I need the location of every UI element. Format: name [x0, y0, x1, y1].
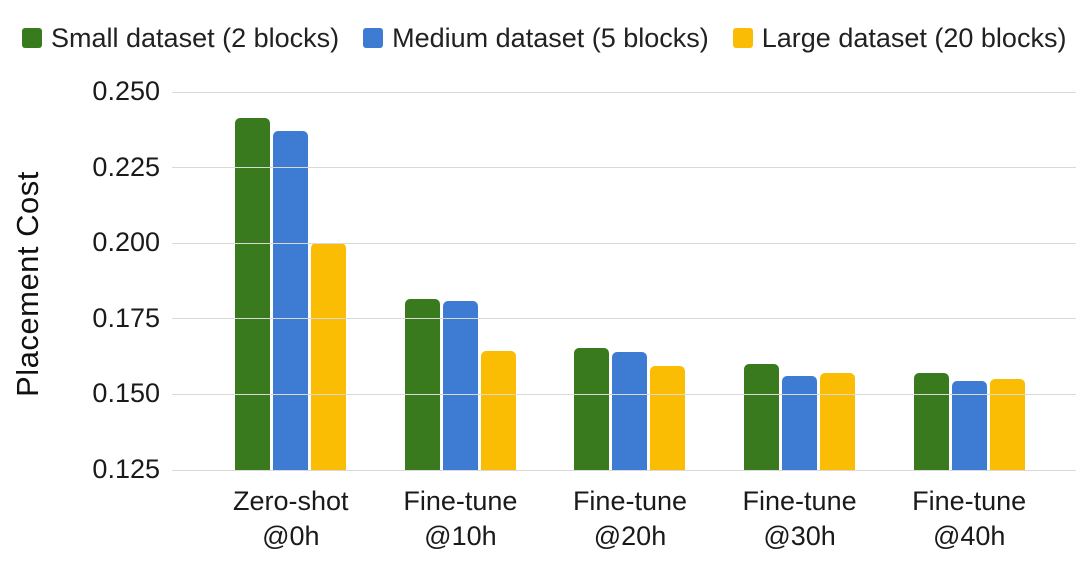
legend: Small dataset (2 blocks) Medium dataset …	[22, 22, 1066, 54]
bar	[273, 131, 309, 470]
bar	[650, 365, 686, 470]
bar	[442, 300, 478, 470]
legend-label: Large dataset (20 blocks)	[761, 23, 1067, 53]
bar-group: Fine-tune @30h	[715, 92, 885, 551]
bar	[612, 352, 648, 470]
legend-swatch-green-icon	[22, 28, 42, 48]
bar	[744, 364, 780, 470]
y-axis-tick-label: 0.175	[92, 302, 160, 333]
bar	[989, 379, 1025, 470]
bar	[820, 373, 856, 470]
y-axis-tick-label: 0.150	[92, 378, 160, 409]
bar-group: Fine-tune @20h	[545, 92, 715, 551]
bar	[404, 299, 440, 470]
x-axis-category-label: Fine-tune @20h	[572, 486, 688, 551]
gridline	[172, 393, 1076, 395]
legend-swatch-yellow-icon	[732, 28, 753, 48]
bar-group-bars	[376, 92, 546, 470]
y-axis-tick-label: 0.225	[92, 151, 160, 182]
bar	[480, 350, 516, 470]
bar-group: Zero-shot @0h	[206, 92, 376, 551]
legend-item-small-dataset: Small dataset (2 blocks)	[22, 22, 339, 54]
x-axis-category-label: Zero-shot @0h	[233, 486, 349, 551]
bar	[235, 117, 271, 470]
bar	[913, 373, 949, 470]
bar	[782, 376, 818, 470]
x-axis-category-label: Fine-tune @30h	[742, 486, 857, 551]
bar	[311, 243, 347, 470]
gridline	[172, 318, 1076, 320]
gridline	[172, 469, 1076, 471]
y-axis-title: Placement Cost	[10, 171, 45, 397]
y-axis-tick-label: 0.250	[92, 75, 160, 106]
legend-label: Small dataset (2 blocks)	[51, 23, 340, 53]
bar-group-bars	[206, 92, 376, 470]
bar-groups-container: Zero-shot @0h Fine-tune @10h Fine-tune @20h Fi…	[172, 92, 1076, 551]
gridline	[172, 242, 1076, 244]
x-axis-category-label: Fine-tune @40h	[912, 486, 1027, 551]
gridline	[172, 91, 1076, 93]
y-axis-tick-label: 0.125	[92, 453, 160, 484]
bar-group-bars	[715, 92, 885, 470]
plot-area: Zero-shot @0h Fine-tune @10h Fine-tune @20h Fi…	[92, 76, 1076, 551]
gridline	[172, 167, 1076, 169]
bar-group-bars	[545, 92, 715, 470]
bar	[951, 380, 987, 470]
bar-group: Fine-tune @10h	[376, 92, 546, 551]
legend-item-large-dataset: Large dataset (20 blocks)	[732, 22, 1067, 54]
bar-group-bars	[884, 92, 1054, 470]
x-axis-category-label: Fine-tune @10h	[403, 486, 518, 551]
bar	[574, 347, 610, 470]
legend-swatch-blue-icon	[363, 28, 384, 48]
y-axis-tick-label: 0.200	[92, 227, 160, 258]
legend-label: Medium dataset (5 blocks)	[392, 23, 709, 53]
legend-item-medium-dataset: Medium dataset (5 blocks)	[363, 22, 709, 54]
bar-group: Fine-tune @40h	[884, 92, 1054, 551]
